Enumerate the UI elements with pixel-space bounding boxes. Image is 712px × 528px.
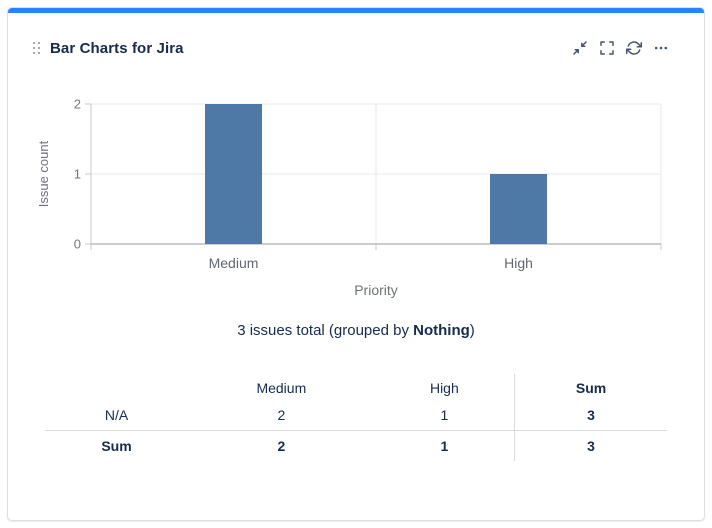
bar-chart: 0 1 2 Medium High Priority Issue count: [36, 97, 662, 298]
table-header-cell: Medium: [256, 379, 307, 396]
table-row: N/A 2 1 3: [45, 401, 667, 430]
row-label: N/A: [104, 407, 129, 424]
table-cell: 2: [188, 429, 375, 461]
refresh-icon: [625, 41, 642, 55]
x-axis-title: Priority: [354, 282, 398, 298]
table-cell-sum: 3: [514, 429, 667, 461]
y-tick-label: 0: [74, 237, 81, 252]
gadget-actions: [571, 40, 669, 57]
gadget-card: Bar Charts for Jira: [7, 7, 705, 521]
more-button[interactable]: [652, 40, 669, 57]
summary-text: 3 issues total (grouped by Nothing): [8, 322, 704, 339]
category-label: High: [504, 255, 533, 271]
drag-handle-icon: [33, 42, 40, 54]
table-cell: 2: [277, 407, 286, 424]
summary-table-container: Medium High Sum N/A 2 1 3 Sum 2 1 3: [45, 374, 667, 461]
category-label: Medium: [209, 255, 259, 271]
summary-table: Medium High Sum N/A 2 1 3 Sum 2 1 3: [45, 374, 667, 461]
table-header-cell: High: [429, 379, 459, 396]
summary-prefix: 3 issues total (grouped by: [237, 322, 414, 339]
summary-suffix: ): [469, 322, 475, 339]
table-cell: 1: [374, 429, 515, 461]
bar-high[interactable]: [490, 174, 547, 244]
bar-medium[interactable]: [205, 104, 262, 244]
table-row-sum: Sum 2 1 3: [45, 429, 667, 461]
y-axis-title: Issue count: [36, 140, 51, 207]
ellipsis-icon: [654, 46, 667, 50]
minimize-button[interactable]: [571, 40, 588, 57]
accent-bar: [8, 8, 704, 13]
drag-handle[interactable]: [32, 41, 41, 55]
y-tick-label: 1: [74, 167, 81, 182]
table-cell: 1: [440, 407, 449, 424]
table-header-cell: [45, 374, 188, 401]
table-header-cell-sum: Sum: [514, 374, 667, 401]
fullscreen-brackets-icon: [599, 41, 614, 55]
gadget-header: Bar Charts for Jira: [8, 13, 704, 65]
table-header-row: Medium High Sum: [45, 374, 667, 401]
row-label: Sum: [45, 429, 189, 461]
y-tick-label: 2: [74, 97, 81, 112]
widget-title: Bar Charts for Jira: [50, 39, 184, 57]
collapse-arrows-icon: [572, 41, 587, 55]
table-cell-sum: 3: [514, 401, 667, 430]
refresh-button[interactable]: [625, 40, 642, 57]
fullscreen-button[interactable]: [598, 40, 615, 57]
summary-groupby: Nothing: [413, 322, 470, 339]
